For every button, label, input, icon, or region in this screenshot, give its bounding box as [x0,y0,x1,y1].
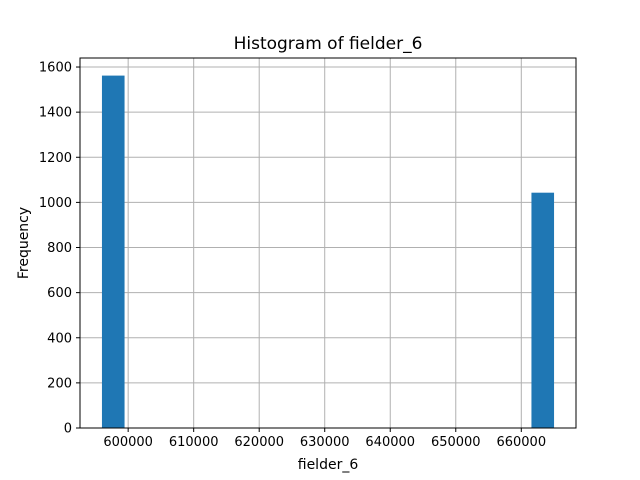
x-tick-label: 640000 [365,435,415,450]
y-tick-label: 1200 [39,151,72,166]
y-tick-label: 1000 [39,196,72,211]
y-axis-label: Frequency [16,207,32,279]
plot-frame [79,57,577,429]
y-tick-label: 200 [47,376,72,391]
x-axis-label: fielder_6 [298,457,359,473]
x-tick-label: 630000 [300,435,350,450]
y-tick-label: 600 [47,286,72,301]
histogram-bar [101,75,125,428]
chart-title: Histogram of fielder_6 [234,34,423,54]
histogram-bars [101,75,555,428]
y-tick-label: 0 [64,422,72,437]
x-tick-label: 610000 [169,435,219,450]
x-tick-label: 650000 [431,435,481,450]
x-tick-label: 660000 [496,435,546,450]
y-tick-label: 400 [47,331,72,346]
y-tick-label: 1600 [39,61,72,76]
x-tick-label: 600000 [103,435,153,450]
histogram-bar [531,192,555,428]
axis-ticks: 600000 610000 620000 630000 640000 650000 6600… [39,61,546,450]
y-tick-label: 800 [47,241,72,256]
x-tick-label: 620000 [234,435,284,450]
y-tick-label: 1400 [39,106,72,121]
